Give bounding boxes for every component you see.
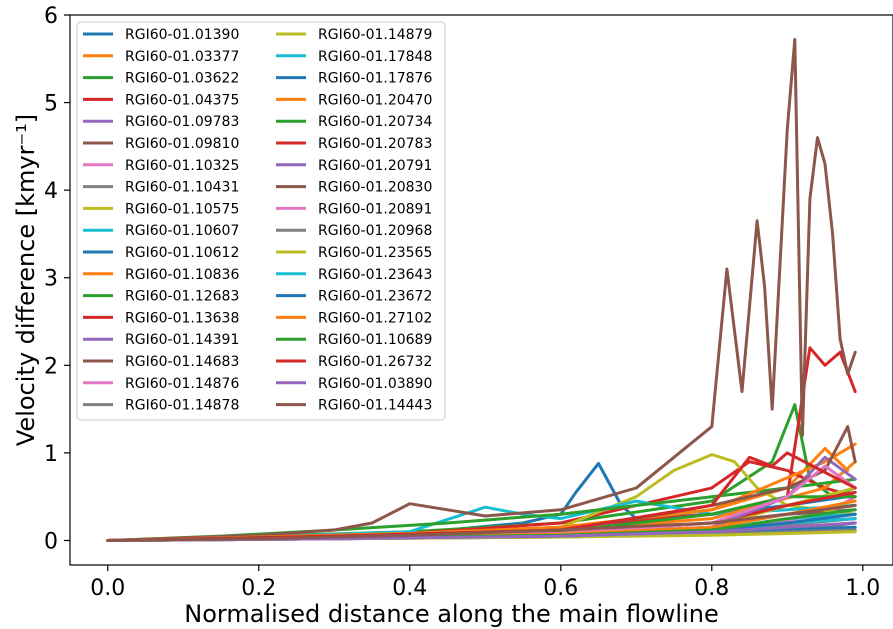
y-tick-label: 6 [44, 4, 58, 29]
legend-label: RGI60-01.14879 [318, 27, 432, 43]
legend-label: RGI60-01.10836 [125, 267, 239, 283]
legend-label: RGI60-01.10431 [125, 180, 239, 196]
legend-label: RGI60-01.20968 [318, 223, 432, 239]
legend-box [76, 21, 446, 421]
legend-label: RGI60-01.17876 [318, 71, 432, 87]
x-axis-ticks: 0.0 0.2 0.4 0.6 0.8 1.0 [90, 565, 880, 601]
legend-label: RGI60-01.26732 [318, 354, 432, 370]
y-tick-label: 2 [44, 354, 58, 379]
legend-label: RGI60-01.03890 [318, 376, 432, 392]
legend-label: RGI60-01.14878 [125, 398, 239, 414]
legend-label: RGI60-01.20470 [318, 92, 432, 108]
y-tick-label: 0 [44, 529, 58, 554]
legend-label: RGI60-01.03377 [125, 49, 239, 65]
legend-label: RGI60-01.09810 [125, 136, 239, 152]
x-tick-label: 0.2 [241, 576, 276, 601]
legend-label: RGI60-01.13638 [125, 310, 239, 326]
legend-label: RGI60-01.23565 [318, 245, 432, 261]
legend-label: RGI60-01.12683 [125, 289, 239, 305]
x-tick-label: 0.0 [90, 576, 125, 601]
plot-lines [106, 38, 857, 542]
legend-label: RGI60-01.17848 [318, 49, 432, 65]
x-tick-label: 0.6 [543, 576, 578, 601]
legend-label: RGI60-01.20891 [318, 201, 432, 217]
x-tick-label: 0.4 [392, 576, 427, 601]
series-line [106, 503, 857, 542]
legend-label: RGI60-01.14443 [318, 398, 432, 414]
legend-label: RGI60-01.14876 [125, 376, 239, 392]
series-line [106, 425, 857, 542]
legend-label: RGI60-01.27102 [318, 310, 432, 326]
x-tick-label: 0.8 [694, 576, 729, 601]
legend-label: RGI60-01.10612 [125, 245, 239, 261]
legend-label: RGI60-01.23643 [318, 267, 432, 283]
y-tick-label: 3 [44, 267, 58, 292]
legend-label: RGI60-01.10689 [318, 332, 432, 348]
plot-frame [69, 14, 893, 566]
y-axis-ticks: 0 1 2 3 4 5 6 [44, 4, 70, 554]
legend-label: RGI60-01.14683 [125, 354, 239, 370]
legend-label: RGI60-01.14391 [125, 332, 239, 348]
legend-label: RGI60-01.04375 [125, 92, 239, 108]
y-tick-label: 5 [44, 92, 58, 117]
legend-label: RGI60-01.20734 [318, 114, 432, 130]
legend: RGI60-01.01390 RGI60-01.03377 RGI60-01.036… [76, 21, 446, 421]
legend-label: RGI60-01.10575 [125, 201, 239, 217]
legend-label: RGI60-01.01390 [125, 27, 239, 43]
y-axis-label: Velocity difference [kmyr⁻¹] [12, 114, 40, 446]
legend-label: RGI60-01.10325 [125, 158, 239, 174]
legend-label: RGI60-01.03622 [125, 71, 239, 87]
legend-label: RGI60-01.09783 [125, 114, 239, 130]
x-tick-label: 1.0 [845, 576, 880, 601]
legend-label: RGI60-01.20791 [318, 158, 432, 174]
series-line [106, 38, 857, 542]
legend-label: RGI60-01.20783 [318, 136, 432, 152]
y-tick-label: 4 [44, 179, 58, 204]
y-tick-label: 1 [44, 442, 58, 467]
x-axis-label: Normalised distance along the main flowl… [184, 600, 718, 628]
legend-label: RGI60-01.23672 [318, 289, 432, 305]
legend-label: RGI60-01.10607 [125, 223, 239, 239]
legend-label: RGI60-01.20830 [318, 180, 432, 196]
